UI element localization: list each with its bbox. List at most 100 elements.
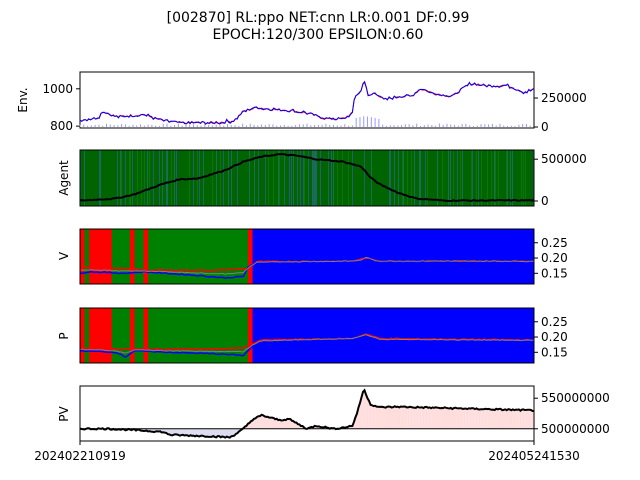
action-stripe — [203, 150, 204, 206]
action-stripe — [171, 150, 172, 206]
action-stripe — [510, 150, 511, 206]
env-ylabel: Env. — [16, 87, 30, 112]
action-stripe — [308, 150, 309, 206]
action-stripe — [141, 150, 142, 206]
action-stripe — [471, 150, 472, 206]
action-stripe — [333, 150, 334, 206]
band-red — [129, 229, 135, 284]
action-stripe — [249, 150, 250, 206]
action-stripe — [129, 150, 130, 206]
action-stripe — [453, 150, 454, 206]
action-stripe — [457, 150, 458, 206]
action-stripe — [450, 150, 451, 206]
action-stripe — [159, 150, 160, 206]
action-stripe — [316, 150, 317, 206]
ytick-right-label: 0.15 — [541, 266, 568, 280]
band-green — [148, 229, 249, 284]
action-stripe — [414, 150, 415, 206]
action-stripe — [494, 150, 495, 206]
action-stripe — [487, 150, 488, 206]
action-stripe — [297, 150, 298, 206]
policy-bands — [80, 308, 535, 363]
chart-title-line1: [002870] RL:ppo NET:cnn LR:0.001 DF:0.99 — [167, 10, 470, 26]
action-stripe — [506, 150, 507, 206]
action-stripe — [481, 150, 482, 206]
agent-ytick-right-label: 0 — [541, 194, 549, 208]
agent-ytick-right-label: 500000 — [541, 152, 587, 166]
action-stripe — [166, 150, 167, 206]
policy-ylabel: P — [57, 332, 71, 339]
action-stripe — [279, 150, 280, 206]
action-stripe — [437, 150, 438, 206]
action-stripe — [498, 150, 499, 206]
action-stripe — [315, 150, 316, 206]
action-stripe — [132, 150, 133, 206]
action-stripe — [312, 150, 313, 206]
value-panel: V 0.150.200.25 — [57, 228, 568, 285]
action-stripe — [476, 150, 477, 206]
action-stripe — [167, 150, 168, 206]
env-ytick-left-label: 1000 — [42, 82, 73, 96]
action-stripe — [176, 150, 177, 206]
band-red — [80, 308, 86, 363]
band-red — [247, 308, 254, 363]
action-stripe — [342, 150, 343, 206]
band-red — [89, 229, 113, 284]
line-gray — [79, 256, 534, 275]
action-stripe — [99, 150, 100, 206]
action-stripe — [390, 150, 391, 206]
agent-panel: Agent 0 500000 — [57, 149, 587, 208]
action-stripe — [402, 150, 403, 206]
action-stripe — [364, 150, 365, 206]
action-stripe — [425, 150, 426, 206]
action-stripe — [348, 150, 349, 206]
band-green — [84, 308, 90, 363]
action-stripe — [228, 150, 229, 206]
action-stripe — [304, 150, 305, 206]
band-green — [134, 229, 145, 284]
action-stripe — [420, 150, 421, 206]
action-stripe — [293, 150, 294, 206]
action-stripe — [137, 150, 138, 206]
value-bands — [80, 229, 535, 284]
action-stripe — [352, 150, 353, 206]
action-stripe — [153, 150, 154, 206]
action-stripe — [427, 150, 428, 206]
action-stripe — [442, 150, 443, 206]
action-stripe — [314, 150, 315, 206]
action-stripe — [231, 150, 232, 206]
pv-ytick-right-label: 500000000 — [541, 422, 610, 436]
action-stripe — [331, 150, 332, 206]
action-stripe — [212, 150, 213, 206]
band-red — [80, 229, 86, 284]
action-stripe — [523, 150, 524, 206]
band-red — [89, 308, 113, 363]
action-stripe — [273, 150, 274, 206]
env-ytick-left-label: 800 — [50, 119, 73, 133]
line-gray — [79, 334, 535, 354]
action-stripe — [237, 150, 238, 206]
action-stripe — [389, 150, 390, 206]
action-stripe — [320, 150, 321, 206]
action-stripe — [223, 150, 224, 206]
action-stripe — [121, 150, 122, 206]
action-stripe — [478, 150, 479, 206]
ytick-right-label: 0.20 — [541, 251, 568, 265]
action-stripe — [337, 150, 338, 206]
action-stripe — [507, 150, 508, 206]
pv-panel: PV 500000000 550000000 — [57, 385, 610, 442]
action-stripe — [460, 150, 461, 206]
band-green — [134, 308, 145, 363]
ytick-right-label: 0.25 — [541, 236, 568, 250]
action-stripe — [130, 150, 131, 206]
ytick-right-label: 0.15 — [541, 345, 568, 359]
agent-series — [79, 152, 535, 203]
action-stripe — [120, 150, 121, 206]
action-stripe — [254, 150, 255, 206]
action-stripe — [162, 150, 163, 206]
action-stripe — [174, 150, 175, 206]
action-stripe — [258, 150, 259, 206]
env-panel: Env. 800 1000 0 250000 — [16, 71, 587, 134]
pv-ylabel: PV — [57, 405, 71, 421]
